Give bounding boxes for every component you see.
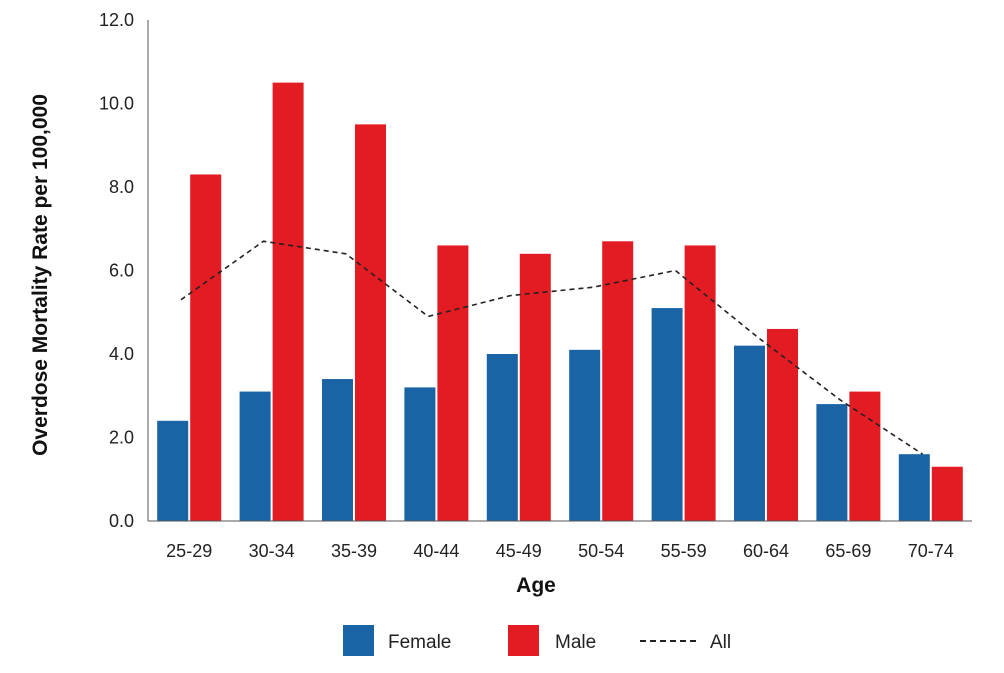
y-tick-labels: 0.0 2.0 4.0 6.0 8.0 10.0 12.0 bbox=[99, 10, 134, 531]
y-tick-label: 8.0 bbox=[109, 177, 134, 197]
bar-male-70-74 bbox=[931, 466, 963, 521]
bar-female-35-39 bbox=[322, 379, 353, 521]
bar-male-40-44 bbox=[437, 245, 469, 521]
x-tick-label: 65-69 bbox=[825, 541, 871, 561]
bar-male-60-64 bbox=[767, 328, 798, 521]
bar-male-65-69 bbox=[849, 391, 881, 521]
line-all bbox=[180, 240, 924, 455]
x-tick-label: 50-54 bbox=[578, 541, 624, 561]
bar-male-50-54 bbox=[602, 241, 634, 521]
x-tick-label: 40-44 bbox=[413, 541, 459, 561]
bar-female-45-49 bbox=[486, 354, 518, 521]
bar-female-50-54 bbox=[569, 349, 601, 521]
axes-layer bbox=[147, 20, 972, 522]
y-tick-label: 0.0 bbox=[109, 511, 134, 531]
legend-female-swatch bbox=[343, 625, 374, 656]
bar-female-60-64 bbox=[734, 345, 765, 521]
legend-all-label: All bbox=[710, 632, 731, 653]
bar-male-55-59 bbox=[684, 245, 716, 521]
all-line-layer bbox=[180, 240, 924, 455]
y-tick-label: 2.0 bbox=[109, 428, 134, 448]
legend-male-label: Male bbox=[555, 632, 596, 653]
bar-male-45-49 bbox=[519, 253, 551, 522]
bar-male-30-34 bbox=[272, 82, 304, 521]
legend-male-swatch bbox=[508, 625, 539, 656]
x-tick-label: 55-59 bbox=[661, 541, 707, 561]
bar-female-25-29 bbox=[157, 420, 189, 521]
x-tick-labels: 25-29 30-34 35-39 40-44 45-49 50-54 55-59 60-64… bbox=[166, 541, 954, 561]
y-tick-label: 6.0 bbox=[109, 261, 134, 281]
x-tick-label: 30-34 bbox=[249, 541, 295, 561]
y-tick-label: 4.0 bbox=[109, 344, 134, 364]
bar-male-35-39 bbox=[355, 124, 386, 521]
bar-female-65-69 bbox=[816, 404, 848, 521]
bar-female-70-74 bbox=[898, 454, 930, 521]
bar-male-25-29 bbox=[190, 174, 222, 521]
x-tick-label: 70-74 bbox=[908, 541, 954, 561]
bar-female-55-59 bbox=[651, 308, 683, 521]
y-tick-label: 10.0 bbox=[99, 94, 134, 114]
x-tick-label: 45-49 bbox=[496, 541, 542, 561]
y-tick-label: 12.0 bbox=[99, 10, 134, 30]
bar-female-30-34 bbox=[239, 391, 271, 521]
legend-female-label: Female bbox=[388, 632, 451, 653]
legend: Female Male All bbox=[343, 625, 731, 656]
x-tick-label: 35-39 bbox=[331, 541, 377, 561]
x-axis-title: Age bbox=[516, 574, 556, 597]
bars-layer bbox=[157, 82, 963, 522]
x-tick-label: 60-64 bbox=[743, 541, 789, 561]
bar-female-40-44 bbox=[404, 387, 436, 521]
x-tick-label: 25-29 bbox=[166, 541, 212, 561]
y-axis-title: Overdose Mortality Rate per 100,000 bbox=[29, 94, 52, 456]
